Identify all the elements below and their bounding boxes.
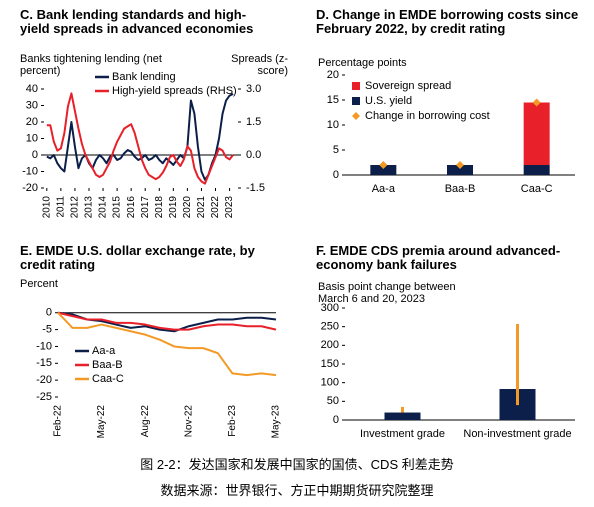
- y-tick-label: 300: [321, 302, 339, 314]
- y-tick-label: 40: [26, 83, 38, 95]
- x-tick-label: Non-investment grade: [463, 428, 571, 440]
- legend-label: Change in borrowing cost: [365, 110, 490, 122]
- y-tick-label: -20: [36, 374, 52, 386]
- x-tick-label: Aug-22: [140, 405, 151, 438]
- x-tick-label: 2023: [224, 196, 235, 219]
- legend-label: Bank lending: [112, 71, 176, 83]
- y2-tick-label: 3.0: [246, 83, 261, 95]
- y-tick-label: 10: [327, 119, 339, 131]
- y-tick-label: 150: [321, 358, 339, 370]
- y-tick-label: 0: [46, 307, 52, 319]
- legend-label: High-yield spreads (RHS): [112, 85, 237, 97]
- y-tick-label: 250: [321, 321, 339, 333]
- y-tick-label: -20: [22, 182, 38, 194]
- y-tick-label: 20: [26, 116, 38, 128]
- y2-axis-label: Spreads (z-score): [231, 53, 288, 77]
- y-axis-label: Percent: [20, 278, 58, 290]
- legend-label: Aa-a: [92, 345, 116, 357]
- bar-segment: [523, 102, 550, 165]
- y2-tick-label: -1.5: [246, 182, 265, 194]
- y-tick-label: 100: [321, 377, 339, 389]
- x-tick-label: 2011: [56, 196, 67, 218]
- x-tick-label: 2016: [126, 196, 137, 219]
- series-line: [46, 93, 234, 181]
- y-axis-label: Basis point change between March 6 and 2…: [318, 281, 456, 305]
- marker: [379, 161, 388, 169]
- marker: [532, 98, 541, 107]
- chart-title: F. EMDE CDS premia around advanced-econo…: [316, 243, 561, 272]
- legend-swatch: [352, 112, 360, 120]
- y-tick-label: 30: [26, 99, 38, 111]
- series-line: [57, 311, 277, 331]
- legend-swatch: [352, 82, 360, 90]
- y-tick-label: 0: [333, 169, 339, 181]
- y-axis-label: Banks tightening lending (net percent): [20, 53, 162, 77]
- x-tick-label: Aa-a: [372, 183, 396, 195]
- x-tick-label: Feb-22: [53, 405, 64, 437]
- x-tick-label: Feb-23: [227, 405, 238, 437]
- bar-segment: [370, 165, 397, 175]
- y-tick-label: 0: [333, 414, 339, 426]
- y-tick-label: -15: [36, 357, 52, 369]
- y-tick-label: 20: [327, 69, 339, 81]
- y-tick-label: -5: [42, 323, 52, 335]
- x-tick-label: 2010: [41, 196, 52, 219]
- legend-label: Caa-C: [92, 373, 124, 385]
- x-tick-label: Investment grade: [360, 428, 445, 440]
- x-tick-label: Nov-22: [183, 405, 194, 438]
- x-tick-label: May-22: [96, 405, 107, 439]
- x-tick-label: 2015: [112, 196, 123, 219]
- x-tick-label: 2022: [210, 196, 221, 219]
- x-tick-label: 2020: [182, 196, 193, 219]
- legend-label: Sovereign spread: [365, 80, 451, 92]
- y-tick-label: 200: [321, 339, 339, 351]
- x-tick-label: 2012: [70, 196, 81, 219]
- y-tick-label: -10: [36, 340, 52, 352]
- series-line: [46, 92, 234, 185]
- x-tick-label: 2013: [84, 196, 95, 219]
- y-tick-label: 5: [333, 144, 339, 156]
- x-tick-label: 2017: [140, 196, 151, 219]
- figure-caption: 图 2-2：发达国家和发展中国家的国债、CDS 利差走势: [140, 457, 454, 472]
- y-tick-label: -10: [22, 165, 38, 177]
- source-note: 数据来源：世界银行、方正中期期货研究院整理: [160, 483, 434, 498]
- x-tick-label: Caa-C: [521, 183, 553, 195]
- bar-segment: [447, 165, 473, 175]
- x-tick-label: 2018: [154, 196, 165, 219]
- y2-tick-label: 1.5: [246, 116, 261, 128]
- x-tick-label: 2021: [196, 196, 207, 219]
- x-tick-label: Baa-B: [445, 183, 476, 195]
- x-tick-label: May-23: [271, 405, 282, 439]
- x-tick-label: 2014: [98, 196, 109, 219]
- y-tick-label: 10: [26, 132, 38, 144]
- y-tick-label: 15: [327, 94, 339, 106]
- y-axis-label: Percentage points: [318, 57, 407, 69]
- legend-label: U.S. yield: [365, 95, 412, 107]
- legend-swatch: [352, 97, 360, 105]
- y-tick-label: 0: [32, 149, 38, 161]
- y-tick-label: -25: [36, 391, 52, 403]
- legend-label: Baa-B: [92, 359, 123, 371]
- bar: [384, 412, 421, 420]
- bar-segment: [523, 165, 550, 175]
- marker: [456, 161, 464, 169]
- x-tick-label: 2019: [168, 196, 179, 219]
- y-tick-label: 50: [327, 395, 339, 407]
- chart-title: E. EMDE U.S. dollar exchange rate, by cr…: [20, 243, 255, 272]
- series-line: [57, 312, 277, 377]
- y2-tick-label: 0.0: [246, 149, 261, 161]
- chart-title: D. Change in EMDE borrowing costs since …: [316, 7, 579, 36]
- chart-title: C. Bank lending standards and high-yield…: [20, 7, 254, 36]
